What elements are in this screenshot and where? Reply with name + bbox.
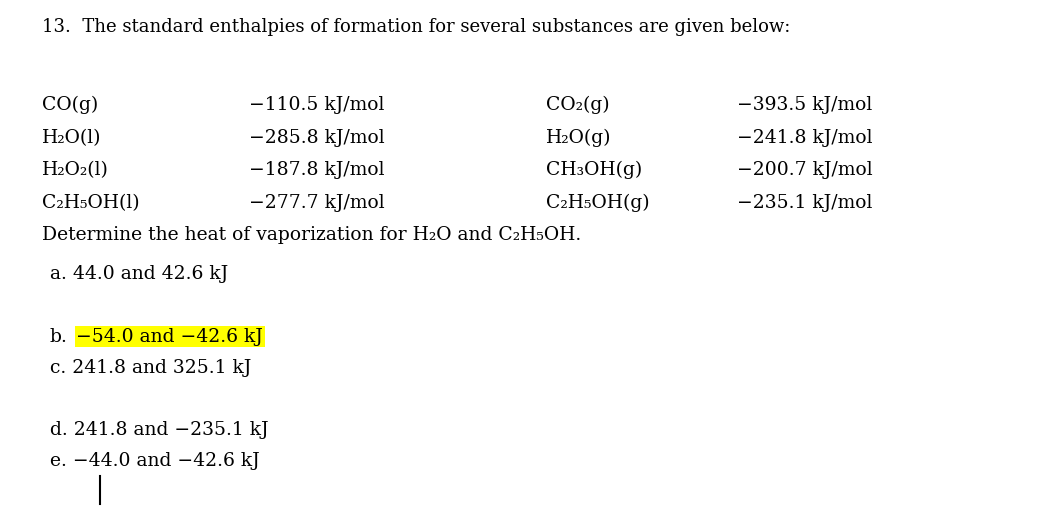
Text: −187.8 kJ/mol: −187.8 kJ/mol (249, 161, 385, 179)
Text: Determine the heat of vaporization for H₂O and C₂H₅OH.: Determine the heat of vaporization for H… (42, 226, 582, 244)
Text: H₂O₂(l): H₂O₂(l) (42, 161, 109, 179)
Text: −54.0 and −42.6 kJ: −54.0 and −42.6 kJ (76, 328, 263, 346)
Text: −200.7 kJ/mol: −200.7 kJ/mol (737, 161, 872, 179)
Text: C₂H₅OH(g): C₂H₅OH(g) (546, 194, 650, 212)
Text: H₂O(l): H₂O(l) (42, 129, 102, 147)
Text: −277.7 kJ/mol: −277.7 kJ/mol (249, 194, 385, 212)
Text: −235.1 kJ/mol: −235.1 kJ/mol (737, 194, 872, 212)
Text: C₂H₅OH(l): C₂H₅OH(l) (42, 194, 140, 212)
Text: CO₂(g): CO₂(g) (546, 96, 609, 114)
Text: H₂O(g): H₂O(g) (546, 129, 612, 147)
Text: c. 241.8 and 325.1 kJ: c. 241.8 and 325.1 kJ (50, 359, 251, 377)
Text: e. −44.0 and −42.6 kJ: e. −44.0 and −42.6 kJ (50, 452, 260, 471)
Text: a. 44.0 and 42.6 kJ: a. 44.0 and 42.6 kJ (50, 265, 228, 283)
Text: −393.5 kJ/mol: −393.5 kJ/mol (737, 96, 872, 114)
Text: CO(g): CO(g) (42, 96, 99, 114)
Text: −285.8 kJ/mol: −285.8 kJ/mol (249, 129, 385, 147)
Text: b.: b. (50, 328, 68, 346)
Text: 13.  The standard enthalpies of formation for several substances are given below: 13. The standard enthalpies of formation… (42, 18, 791, 36)
Text: CH₃OH(g): CH₃OH(g) (546, 161, 642, 179)
Text: −110.5 kJ/mol: −110.5 kJ/mol (249, 96, 385, 114)
Text: d. 241.8 and −235.1 kJ: d. 241.8 and −235.1 kJ (50, 421, 268, 439)
Text: −241.8 kJ/mol: −241.8 kJ/mol (737, 129, 872, 147)
